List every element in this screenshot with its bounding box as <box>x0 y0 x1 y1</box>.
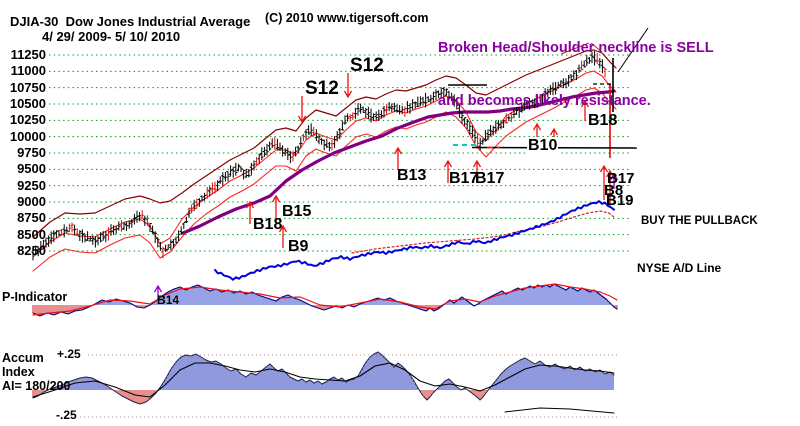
y-axis-label: 8250 <box>17 243 46 258</box>
signal-label-b10: B10 <box>527 137 559 155</box>
signal-label-b17: B17 <box>607 170 635 187</box>
accum-label-2: Index <box>2 365 35 379</box>
signal-label-b19: B19 <box>606 192 634 209</box>
y-axis-label: 9500 <box>17 161 46 176</box>
purple-ma-line <box>181 89 616 235</box>
buy-arrow <box>393 146 403 170</box>
accum-label-1: Accum <box>2 351 44 365</box>
y-axis-label: 8500 <box>17 227 46 242</box>
accum-bars-pos <box>50 352 614 390</box>
chart-date-range: 4/ 29/ 2009- 5/ 10/ 2010 <box>42 29 181 44</box>
buy-arrow <box>599 164 609 200</box>
y-axis-label: 10500 <box>9 96 46 111</box>
signal-label-b17: B17 <box>475 170 505 187</box>
signal-label-b18: B18 <box>588 112 618 129</box>
signal-label-s12: S12 <box>305 78 339 99</box>
accum-label-3: AI= 180/200 <box>2 379 71 393</box>
y-axis-label: 10750 <box>9 80 46 95</box>
annotation-line-2: and becomes likely resistance. <box>438 92 651 109</box>
plus-25-label: +.25 <box>57 347 81 361</box>
buy-arrow <box>245 200 255 224</box>
signal-label-s12: S12 <box>350 55 384 76</box>
minus-25-label: -.25 <box>56 408 77 422</box>
buy-arrow <box>278 224 288 248</box>
signal-label-b15: B15 <box>282 203 312 220</box>
annotation-line <box>560 42 590 55</box>
p-indicator-label: P-Indicator <box>2 290 68 304</box>
y-axis-label: 10000 <box>9 129 46 144</box>
y-axis-label: 10250 <box>9 112 46 127</box>
y-axis-label: 11000 <box>10 63 46 78</box>
buy-arrow <box>271 194 281 224</box>
annotation-line <box>617 27 649 73</box>
buy-arrow <box>443 159 453 183</box>
nyse-ad-line-label: NYSE A/D Line <box>637 261 722 275</box>
accum-ma <box>32 362 615 398</box>
annotation-line <box>590 42 603 53</box>
copyright-text: (C) 2010 www.tigersoft.com <box>265 11 429 25</box>
nyse-ad-line <box>214 200 615 281</box>
candlestick-series-down <box>59 53 607 259</box>
signal-label-b8: B8 <box>604 182 624 199</box>
annotation-line-1: Broken Head/Shoulder neckline is SELL <box>438 40 714 56</box>
head-shoulder-annotation: Broken Head/Shoulder neckline is SELL an… <box>438 5 714 145</box>
ad-ma-dotted <box>351 210 616 254</box>
y-axis-label: 9000 <box>17 194 46 209</box>
buy-arrow <box>605 169 615 206</box>
sell-arrow <box>297 96 307 124</box>
y-axis-label: 11250 <box>10 47 46 62</box>
signal-label-b13: B13 <box>397 167 427 184</box>
y-axis-label: 8750 <box>17 210 46 225</box>
accum-extra-line <box>504 407 615 414</box>
buy-arrow <box>472 159 482 183</box>
signal-label-b14: B14 <box>157 293 180 307</box>
lower-band-line <box>32 87 617 272</box>
buy-arrow <box>153 284 163 300</box>
buy-arrow <box>580 99 590 121</box>
chart-title: DJIA-30 Dow Jones Industrial Average <box>10 14 251 29</box>
buy-arrow <box>609 172 619 189</box>
sell-arrow <box>343 73 353 99</box>
y-axis-label: 9750 <box>17 145 46 160</box>
y-axis-label: 9250 <box>17 178 46 193</box>
buy-pullback-label: BUY THE PULLBACK <box>641 215 758 227</box>
candlestick-series <box>31 51 605 261</box>
signal-label-b18: B18 <box>253 216 283 233</box>
p-indicator-ma <box>32 283 618 316</box>
signal-label-b17: B17 <box>449 170 479 187</box>
signal-label-b9: B9 <box>288 238 309 255</box>
upper-band-line <box>32 49 617 238</box>
